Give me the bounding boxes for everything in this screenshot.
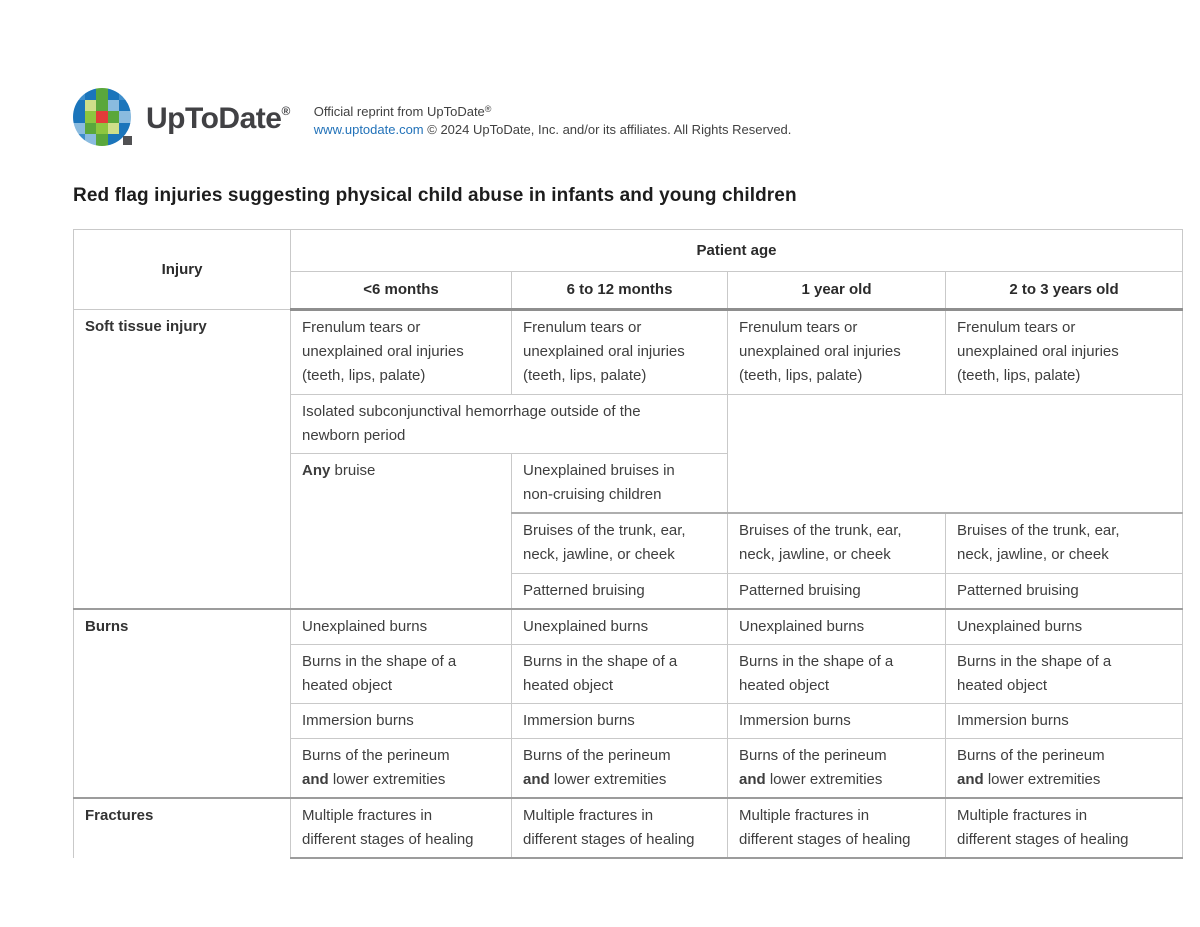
uptodate-globe [73,88,131,146]
cell-subconjunctival-hemorrhage: Isolated subconjunctival hemorrhage outs… [290,394,728,454]
logo-square [96,88,108,100]
cell-immersion-burns: Immersion burns [944,702,1184,739]
cell-immersion-burns: Immersion burns [511,702,728,739]
logo-square [73,111,85,123]
table-row: Immersion burns Immersion burns Immersio… [74,702,1184,739]
logo-square [84,134,97,146]
reprint-info: Official reprint from UpToDate® www.upto… [314,100,792,139]
cell-multiple-fractures: Multiple fractures in different stages o… [944,796,1184,859]
cell-trunk-bruises: Bruises of the trunk, ear, neck, jawline… [944,512,1184,574]
cell-patterned-bruising: Patterned bruising [944,572,1184,609]
cell-perineum-burns: Burns of the perineum and lower extremit… [290,737,512,798]
logo-square [84,122,97,135]
table-row: Burns Unexplained burns Unexplained burn… [73,607,1184,798]
cell-multiple-fractures: Multiple fractures in different stages o… [290,796,512,859]
cell-immersion-burns: Immersion burns [290,702,512,739]
cell-unexplained-bruises: Unexplained bruises in non-cruising chil… [511,453,728,514]
cell-perineum-burns: Burns of the perineum and lower extremit… [511,737,728,798]
cell-multiple-fractures: Multiple fractures in different stages o… [727,796,946,859]
cell-heated-object-burns: Burns in the shape of a heated object [727,643,946,704]
logo-square [73,134,85,146]
table-header-row-2: <6 months 6 to 12 months 1 year old 2 to… [74,271,1184,311]
row-label-fractures: Fractures [73,796,291,858]
cell-unexplained-burns: Unexplained burns [511,607,728,645]
cell-multiple-fractures: Multiple fractures in different stages o… [511,796,728,859]
table-row: Burns in the shape of a heated object Bu… [74,643,1184,704]
cell-frenulum-tears: Frenulum tears or unexplained oral injur… [944,309,1184,395]
uptodate-link[interactable]: www.uptodate.com [313,121,424,137]
column-group-header-patient-age: Patient age [289,229,1184,272]
cell-trunk-bruises: Bruises of the trunk, ear, neck, jawline… [511,512,728,574]
logo-square [73,99,85,112]
cell-immersion-burns: Immersion burns [727,702,946,739]
logo-square [84,99,97,112]
reprint-line-1: Official reprint from UpToDate® [313,103,492,119]
table-header-row-1: Injury Patient age [73,229,1184,310]
logo-square [96,99,108,112]
table-row: Patterned bruising Patterned bruising Pa… [74,572,1184,609]
cell-frenulum-tears: Frenulum tears or unexplained oral injur… [511,309,728,395]
logo-square [84,111,97,123]
cell-frenulum-tears: Frenulum tears or unexplained oral injur… [290,309,512,395]
logo-square [96,122,108,135]
logo-square [119,122,131,135]
page-title: Red flag injuries suggesting physical ch… [73,185,797,206]
table-row: Fractures Multiple fractures in differen… [73,796,1184,859]
cell-heated-object-burns: Burns in the shape of a heated object [511,643,728,704]
column-header-under-6-months: <6 months [290,271,512,311]
cell-patterned-bruising: Patterned bruising [727,572,946,609]
logo-square [96,111,108,123]
logo-square [119,88,131,100]
logo-square [107,99,120,112]
logo-square [107,134,120,146]
column-header-2-to-3-years-old: 2 to 3 years old [944,271,1184,311]
row-label-burns: Burns [73,607,291,798]
table-row: Any bruise Unexplained bruises in non-cr… [74,453,1183,609]
brand-header: UpToDate® Official reprint from UpToDate… [73,88,1200,150]
brand-wordmark: UpToDate® [146,102,290,136]
cell-trunk-bruises: Bruises of the trunk, ear, neck, jawline… [727,512,946,574]
logo-square [107,111,120,123]
brand-name: UpToDate [146,102,282,135]
table-row: Soft tissue injury Frenulum tears or une… [73,309,1184,609]
cell-heated-object-burns: Burns in the shape of a heated object [290,643,512,704]
logo-square [73,122,85,135]
cell-perineum-burns: Burns of the perineum and lower extremit… [944,737,1184,798]
registered-mark: ® [281,104,290,118]
logo-square [96,134,108,146]
column-header-injury: Injury [73,229,291,310]
logo-square [73,88,85,100]
logo-square [119,111,131,123]
red-flag-injuries-table: Injury Patient age <6 months 6 to 12 mon… [73,229,1184,859]
column-header-6-to-12-months: 6 to 12 months [511,271,728,311]
logo-square [107,122,120,135]
cell-unexplained-burns: Unexplained burns [727,607,946,645]
cell-heated-object-burns: Burns in the shape of a heated object [944,643,1184,704]
document-page: UpToDate® Official reprint from UpToDate… [73,88,1200,859]
logo-square [107,88,120,100]
cell-frenulum-tears: Frenulum tears or unexplained oral injur… [727,309,946,395]
cell-empty [726,394,1184,514]
reprint-line-2: www.uptodate.com © 2024 UpToDate, Inc. a… [314,121,792,139]
table-row: Isolated subconjunctival hemorrhage outs… [74,394,1184,514]
uptodate-logo-icon [73,88,137,150]
cell-patterned-bruising: Patterned bruising [511,572,728,609]
cell-any-bruise: Any bruise [290,453,512,609]
cell-unexplained-burns: Unexplained burns [290,607,512,645]
logo-square [84,88,97,100]
column-header-1-year-old: 1 year old [727,271,946,311]
logo-square [119,99,131,112]
logo-dot [123,136,132,145]
table-row: Bruises of the trunk, ear, neck, jawline… [74,512,1184,574]
copyright-text: © 2024 UpToDate, Inc. and/or its affilia… [423,121,792,137]
row-label-soft-tissue-injury: Soft tissue injury [73,309,291,609]
cell-perineum-burns: Burns of the perineum and lower extremit… [727,737,946,798]
cell-unexplained-burns: Unexplained burns [944,607,1184,645]
